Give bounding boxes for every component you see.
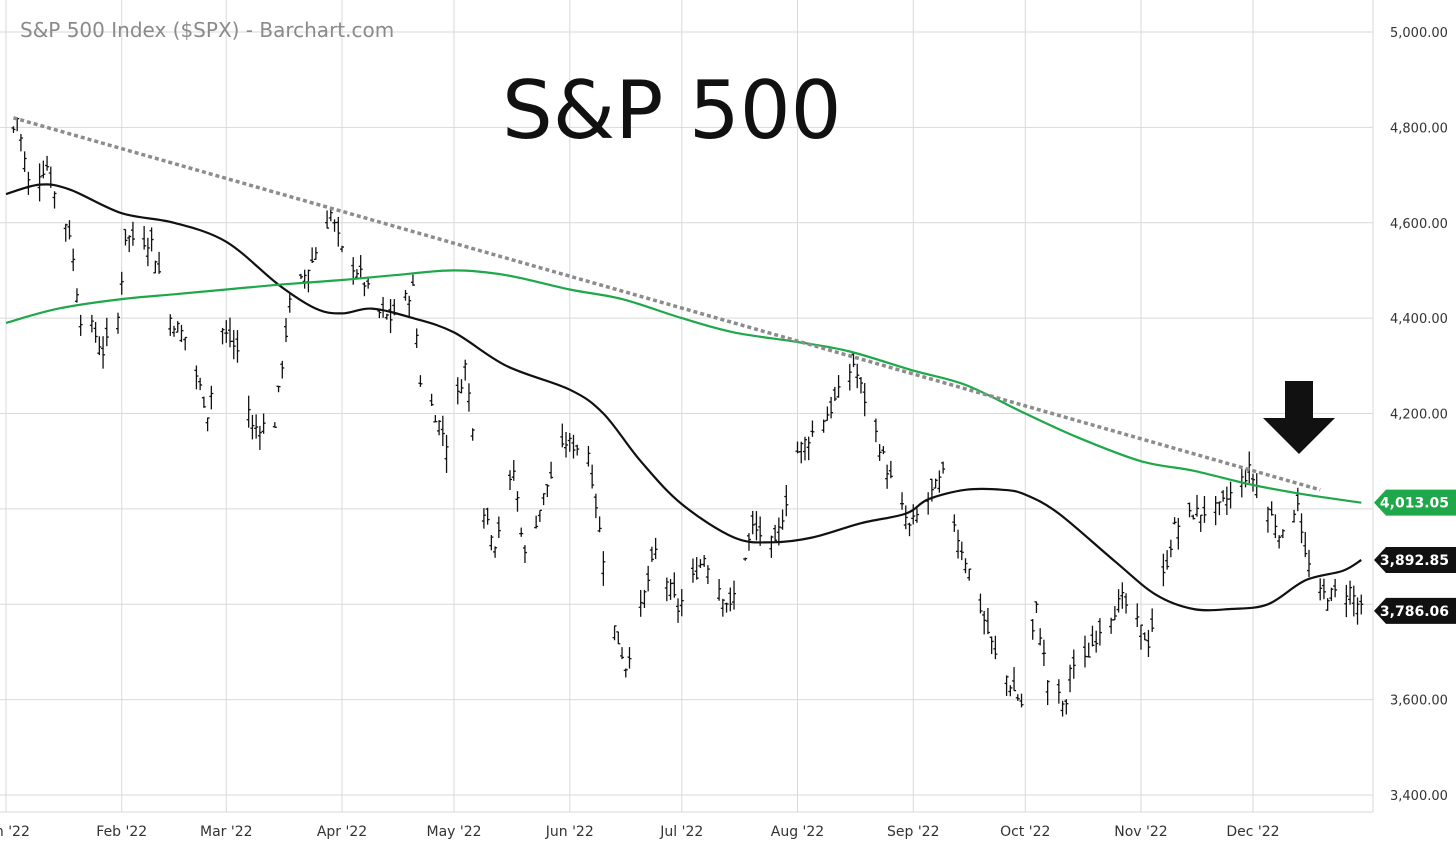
x-tick-label: Oct '22	[1000, 824, 1050, 840]
x-tick-label: Jan '22	[0, 824, 30, 840]
moving-average-long-line	[5, 269, 1362, 504]
x-tick-label: Jun '22	[545, 824, 594, 840]
trendline-line	[12, 116, 1321, 492]
y-axis: 3,400.003,600.003,800.004,000.004,200.00…	[1390, 26, 1448, 804]
y-tick-label: 4,200.00	[1390, 408, 1448, 423]
y-tick-label: 4,400.00	[1390, 312, 1448, 327]
chart-subtitle: S&P 500 Index ($SPX) - Barchart.com	[20, 18, 394, 42]
price-badge-shape	[1374, 489, 1456, 516]
price-badge-label: 3,892.85	[1380, 553, 1449, 569]
x-tick-label: Aug '22	[771, 824, 824, 840]
chart-title: S&P 500	[502, 64, 842, 157]
x-tick-label: Mar '22	[200, 824, 253, 840]
price-badge: 4,013.05	[1374, 489, 1456, 516]
grid-lines	[0, 0, 1374, 813]
price-badge-shape	[1374, 597, 1456, 624]
y-tick-label: 5,000.00	[1390, 26, 1448, 41]
moving-average-short-line	[5, 183, 1362, 612]
x-tick-label: Sep '22	[887, 824, 940, 840]
y-tick-label: 4,800.00	[1390, 121, 1448, 136]
y-tick-label: 3,400.00	[1390, 789, 1448, 804]
price-badge-shape	[1374, 546, 1456, 573]
indicator-lines	[5, 116, 1362, 612]
y-tick-label: 3,600.00	[1390, 694, 1448, 709]
price-badge: 3,786.06	[1374, 597, 1456, 624]
price-badge-label: 3,786.06	[1380, 604, 1449, 620]
x-tick-label: Dec '22	[1226, 824, 1279, 840]
price-badge-label: 4,013.05	[1380, 496, 1449, 512]
price-bars	[11, 117, 1364, 717]
price-badges: 4,013.05 3,892.85 3,786.06	[1374, 489, 1456, 624]
price-badge: 3,892.85	[1374, 546, 1456, 573]
y-tick-label: 4,600.00	[1390, 217, 1448, 232]
x-tick-label: Jul '22	[659, 824, 703, 840]
down-arrow-icon	[1263, 381, 1335, 454]
x-tick-label: Feb '22	[96, 824, 147, 840]
x-axis: Jan '22 Feb '22 Mar '22 Apr '22 May '22 Jun '…	[0, 824, 1280, 840]
x-tick-label: Nov '22	[1114, 824, 1167, 840]
x-tick-label: Apr '22	[317, 824, 367, 840]
x-tick-label: May '22	[426, 824, 481, 840]
